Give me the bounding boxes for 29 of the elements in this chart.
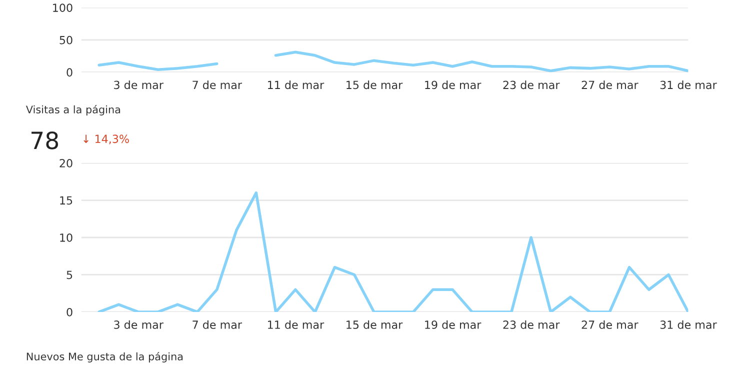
x-tick-label: 19 de mar [425, 320, 482, 329]
text: 78 [32, 131, 58, 150]
x-tick-label: 3 de mar [114, 320, 164, 329]
x-tick-label: 23 de mar [503, 320, 560, 329]
x-tick-label: 7 de mar [192, 320, 242, 329]
y-tick-label: 15 [60, 196, 72, 205]
y-tick-label: 50 [60, 36, 72, 44]
x-tick-label: 11 de mar [268, 320, 324, 329]
x-tick-label: 15 de mar [346, 320, 403, 329]
x-tick-label: 11 de mar [268, 80, 324, 90]
y-tick-label: 0 [66, 308, 72, 316]
line-series [98, 191, 688, 312]
x-tick-label: 15 de mar [346, 80, 403, 90]
x-tick-label: 27 de mar [582, 320, 638, 329]
x-tick-label: 19 de mar [425, 80, 482, 90]
x-tick-label: 3 de mar [114, 80, 164, 90]
chart-title: Visitas a la página [26, 104, 120, 116]
text: Nuevos Me gusta de la página [26, 352, 183, 362]
x-tick-label: 31 de mar [660, 80, 717, 90]
x-tick-label: 31 de mar [660, 320, 717, 329]
y-tick-label: 100 [53, 4, 72, 12]
x-tick-label: 23 de mar [503, 80, 560, 90]
y-tick-label: 10 [60, 233, 72, 242]
x-tick-label: 27 de mar [582, 80, 638, 90]
y-tick-label: 0 [66, 68, 72, 77]
text: ↓ 14,3% [84, 134, 129, 144]
y-tick-label: 5 [66, 270, 72, 280]
y-tick-label: 20 [60, 158, 72, 168]
x-tick-label: 7 de mar [192, 80, 242, 90]
